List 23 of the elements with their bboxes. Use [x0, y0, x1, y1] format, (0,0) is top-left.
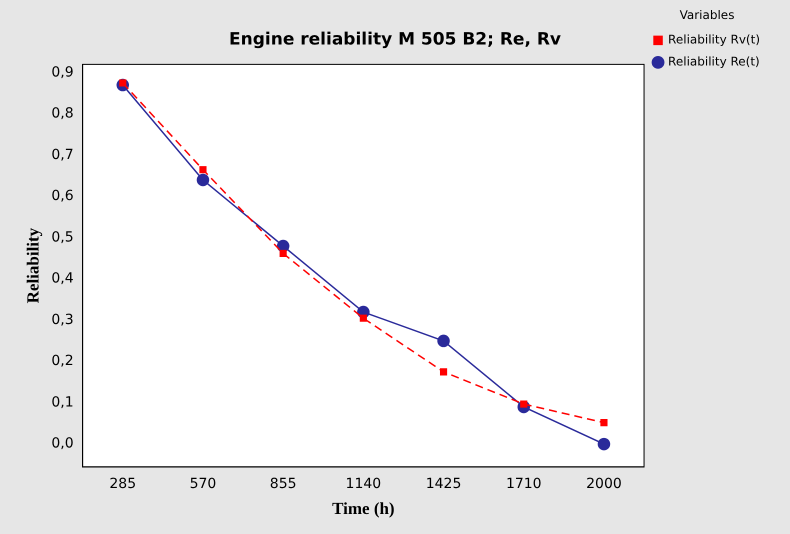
x-axis-title: Time (h): [332, 499, 395, 518]
y-tick-label: 0,4: [51, 270, 74, 287]
x-tick-label: 285: [109, 476, 136, 492]
legend-title: Variables: [680, 8, 734, 22]
y-tick-label: 0,2: [51, 353, 74, 370]
legend-label: Reliability Re(t): [668, 54, 760, 69]
y-tick-label: 0,1: [51, 394, 74, 410]
y-tick-label: 0,7: [51, 146, 74, 163]
y-tick-label: 0,3: [51, 312, 74, 328]
chart-title: Engine reliability M 505 B2; Re, Rv: [229, 30, 561, 50]
x-tick-label: 2000: [586, 476, 622, 492]
y-axis-title: Reliability: [24, 227, 43, 304]
y-tick-label: 0,8: [51, 106, 74, 122]
y-tick-label: 0,5: [51, 229, 74, 246]
y-tick-label: 0,0: [51, 436, 74, 452]
x-tick-label: 1140: [346, 476, 382, 492]
legend-label: Reliability Rv(t): [668, 32, 760, 47]
x-tick-label: 1425: [426, 476, 462, 492]
x-tick-label: 1710: [506, 476, 542, 492]
y-tick-label: 0,9: [51, 64, 74, 80]
x-tick-label: 570: [190, 476, 216, 492]
x-tick-label: 855: [270, 476, 297, 492]
y-tick-label: 0,6: [51, 188, 74, 204]
